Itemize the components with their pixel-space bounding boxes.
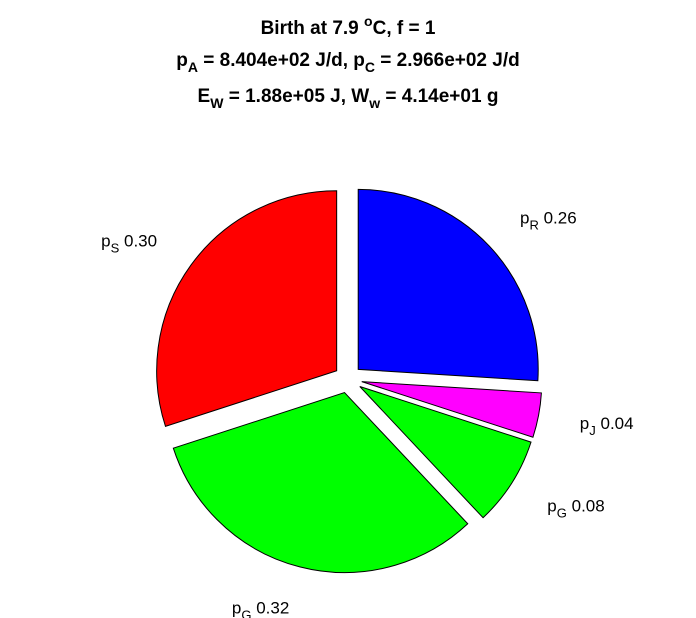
pie-slices (156, 188, 542, 574)
pie-slice-5 (156, 190, 338, 428)
slice-label-3: pG 0.08 (547, 497, 604, 521)
slice-label-5: pS 0.30 (101, 231, 157, 255)
title-line-3: EW = 1.88e+05 J, Ww = 4.14e+01 g (198, 86, 499, 111)
pie-slice-4 (172, 391, 469, 574)
chart-title: Birth at 7.9 oC, f = 1 pA = 8.404e+02 J/d… (176, 13, 519, 111)
title-line-1: Birth at 7.9 oC, f = 1 (261, 13, 436, 39)
pie-slice-1 (357, 188, 539, 382)
slice-label-2: pJ 0.04 (580, 414, 634, 438)
slice-labels: pR 0.26 pJ 0.04 pG 0.08 pG 0.32 pS 0.30 (101, 208, 633, 618)
title-line-2: pA = 8.404e+02 J/d, pC = 2.966e+02 J/d (176, 50, 519, 75)
slice-label-1: pR 0.26 (520, 208, 577, 232)
pie-slice-2 (361, 381, 542, 438)
slice-label-4: pG 0.32 (232, 599, 289, 618)
pie-slice-3 (359, 386, 532, 519)
